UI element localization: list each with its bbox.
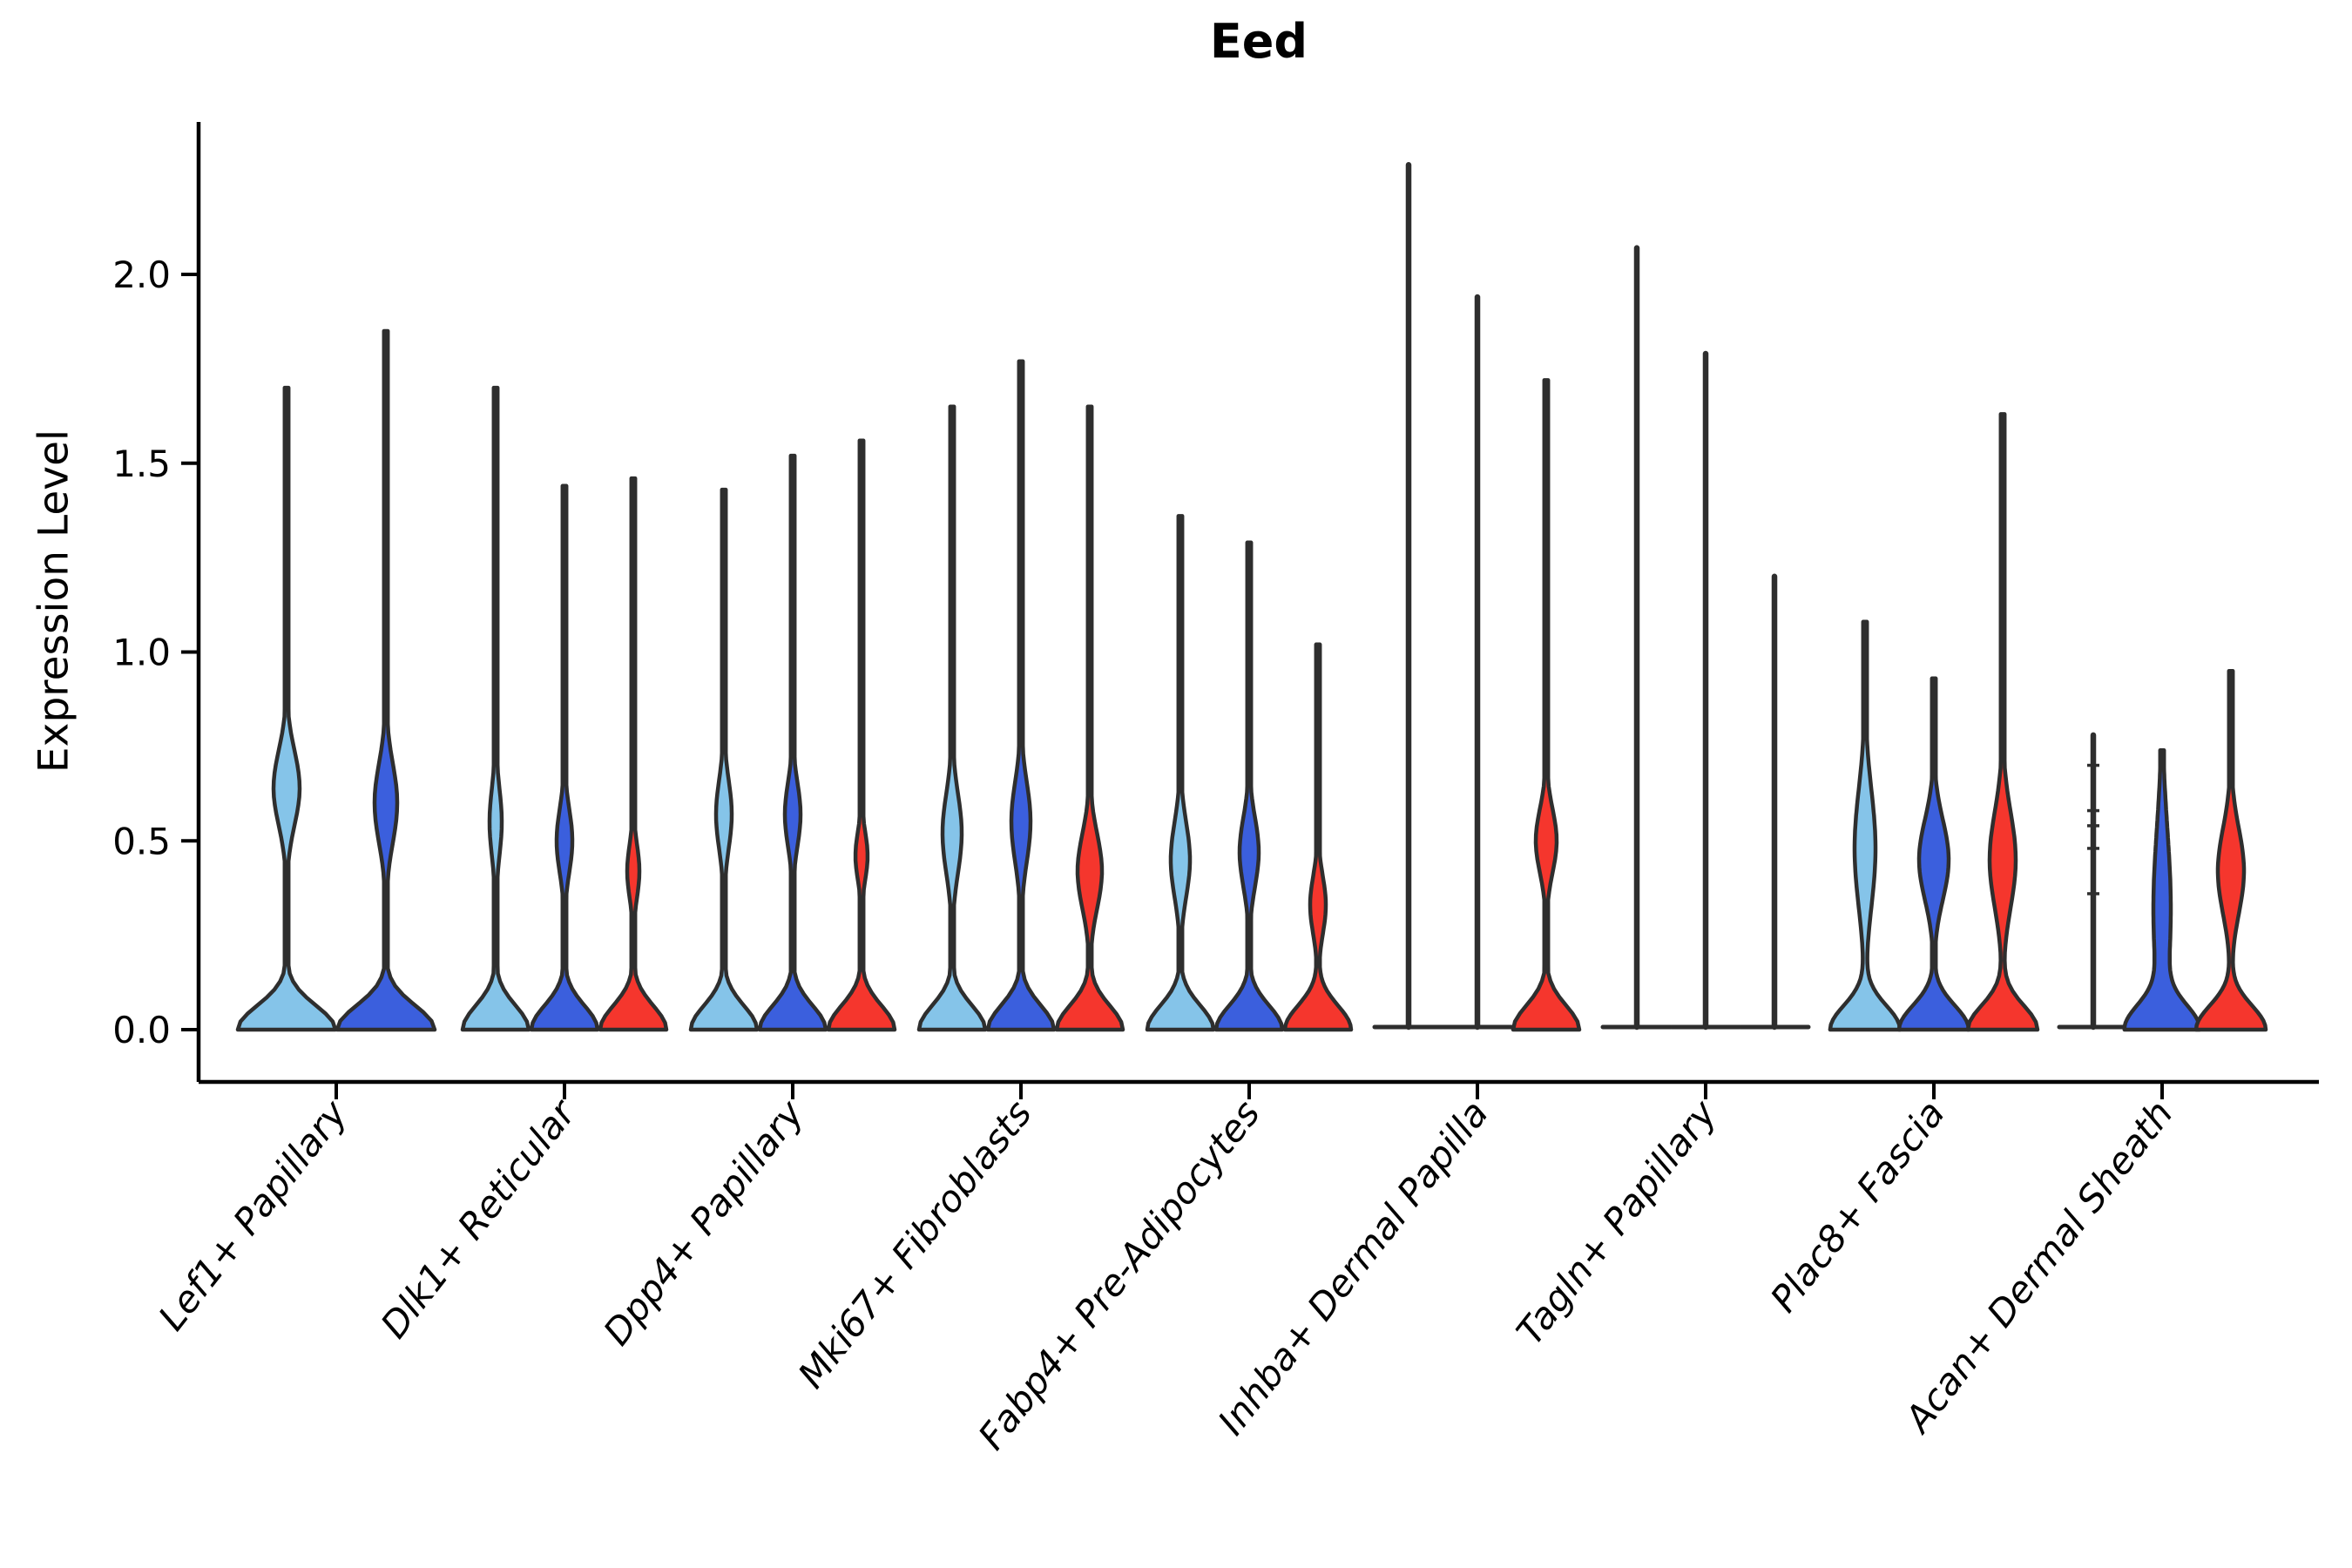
violin [688, 487, 760, 1032]
violin [235, 385, 338, 1032]
x-tick-label: Inhba+ Dermal Papilla [1210, 1092, 1497, 1443]
violin [1145, 514, 1216, 1032]
x-tick-label: Acan+ Dermal Sheath [1895, 1092, 2180, 1442]
violin [985, 359, 1057, 1032]
violin [757, 453, 828, 1032]
violin [1213, 540, 1285, 1032]
y-tick-label: 1.5 [112, 443, 171, 485]
violin [2193, 668, 2268, 1032]
violin [2122, 747, 2202, 1032]
x-tick-label: Plac8+ Fascia [1762, 1092, 1953, 1320]
violin [916, 404, 988, 1032]
y-tick-label: 0.5 [112, 820, 171, 862]
violin [1511, 378, 1582, 1032]
x-tick-label: Lef1+ Papillary [150, 1092, 355, 1338]
violin [598, 476, 669, 1032]
violin [1054, 404, 1125, 1032]
y-tick-label: 2.0 [112, 253, 171, 296]
y-tick-label: 0.0 [112, 1009, 171, 1051]
chart-title: Eed [1209, 14, 1308, 69]
violin [826, 438, 897, 1032]
x-tick-label: Dpp4+ Papillary [595, 1092, 813, 1353]
violin [1828, 619, 1903, 1032]
x-tick-label: Mki67+ Fibroblasts [790, 1092, 1040, 1396]
violin [460, 385, 531, 1032]
x-tick-label: Dlk1+ Reticular [372, 1091, 585, 1346]
violin [335, 328, 437, 1032]
y-tick-label: 1.0 [112, 632, 171, 674]
violin [529, 483, 600, 1032]
violin [1965, 412, 2040, 1032]
violin [1896, 676, 1971, 1032]
x-tick-label: Tagln+ Papillary [1508, 1092, 1725, 1353]
violin [1282, 642, 1354, 1032]
